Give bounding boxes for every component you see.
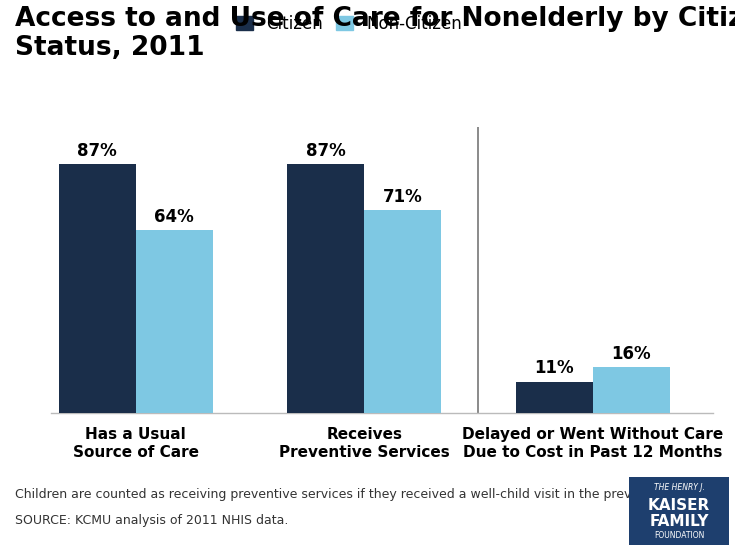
Text: 16%: 16% (612, 345, 651, 363)
Text: Access to and Use of Care for Nonelderly by Citizenship
Status, 2011: Access to and Use of Care for Nonelderly… (15, 6, 735, 61)
Bar (592, 368, 670, 413)
Text: SOURCE: KCMU analysis of 2011 NHIS data.: SOURCE: KCMU analysis of 2011 NHIS data. (15, 514, 288, 527)
Text: 11%: 11% (534, 359, 574, 377)
Text: FOUNDATION: FOUNDATION (654, 531, 704, 539)
Text: 71%: 71% (383, 187, 423, 206)
Text: 87%: 87% (77, 142, 117, 160)
Bar (516, 382, 592, 413)
Legend: Citizen, Non-Citizen: Citizen, Non-Citizen (236, 15, 462, 33)
Text: FAMILY: FAMILY (650, 514, 709, 529)
Text: Children are counted as receiving preventive services if they received a well-ch: Children are counted as receiving preven… (15, 488, 692, 501)
Bar (59, 164, 136, 413)
Text: 87%: 87% (306, 142, 345, 160)
Bar (287, 164, 364, 413)
Text: THE HENRY J.: THE HENRY J. (653, 483, 705, 492)
Text: 64%: 64% (154, 208, 194, 225)
Bar (364, 210, 441, 413)
Text: KAISER: KAISER (648, 498, 710, 512)
Bar (136, 230, 212, 413)
